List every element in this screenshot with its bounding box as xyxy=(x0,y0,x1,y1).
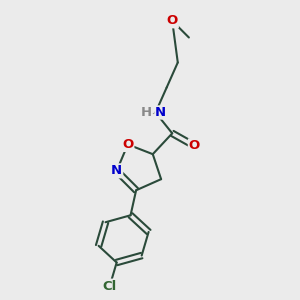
Text: N: N xyxy=(155,106,166,119)
Text: O: O xyxy=(167,14,178,27)
Text: N: N xyxy=(111,164,122,177)
Text: H: H xyxy=(141,106,152,119)
Text: O: O xyxy=(122,138,134,151)
Text: O: O xyxy=(189,139,200,152)
Text: Cl: Cl xyxy=(103,280,117,292)
